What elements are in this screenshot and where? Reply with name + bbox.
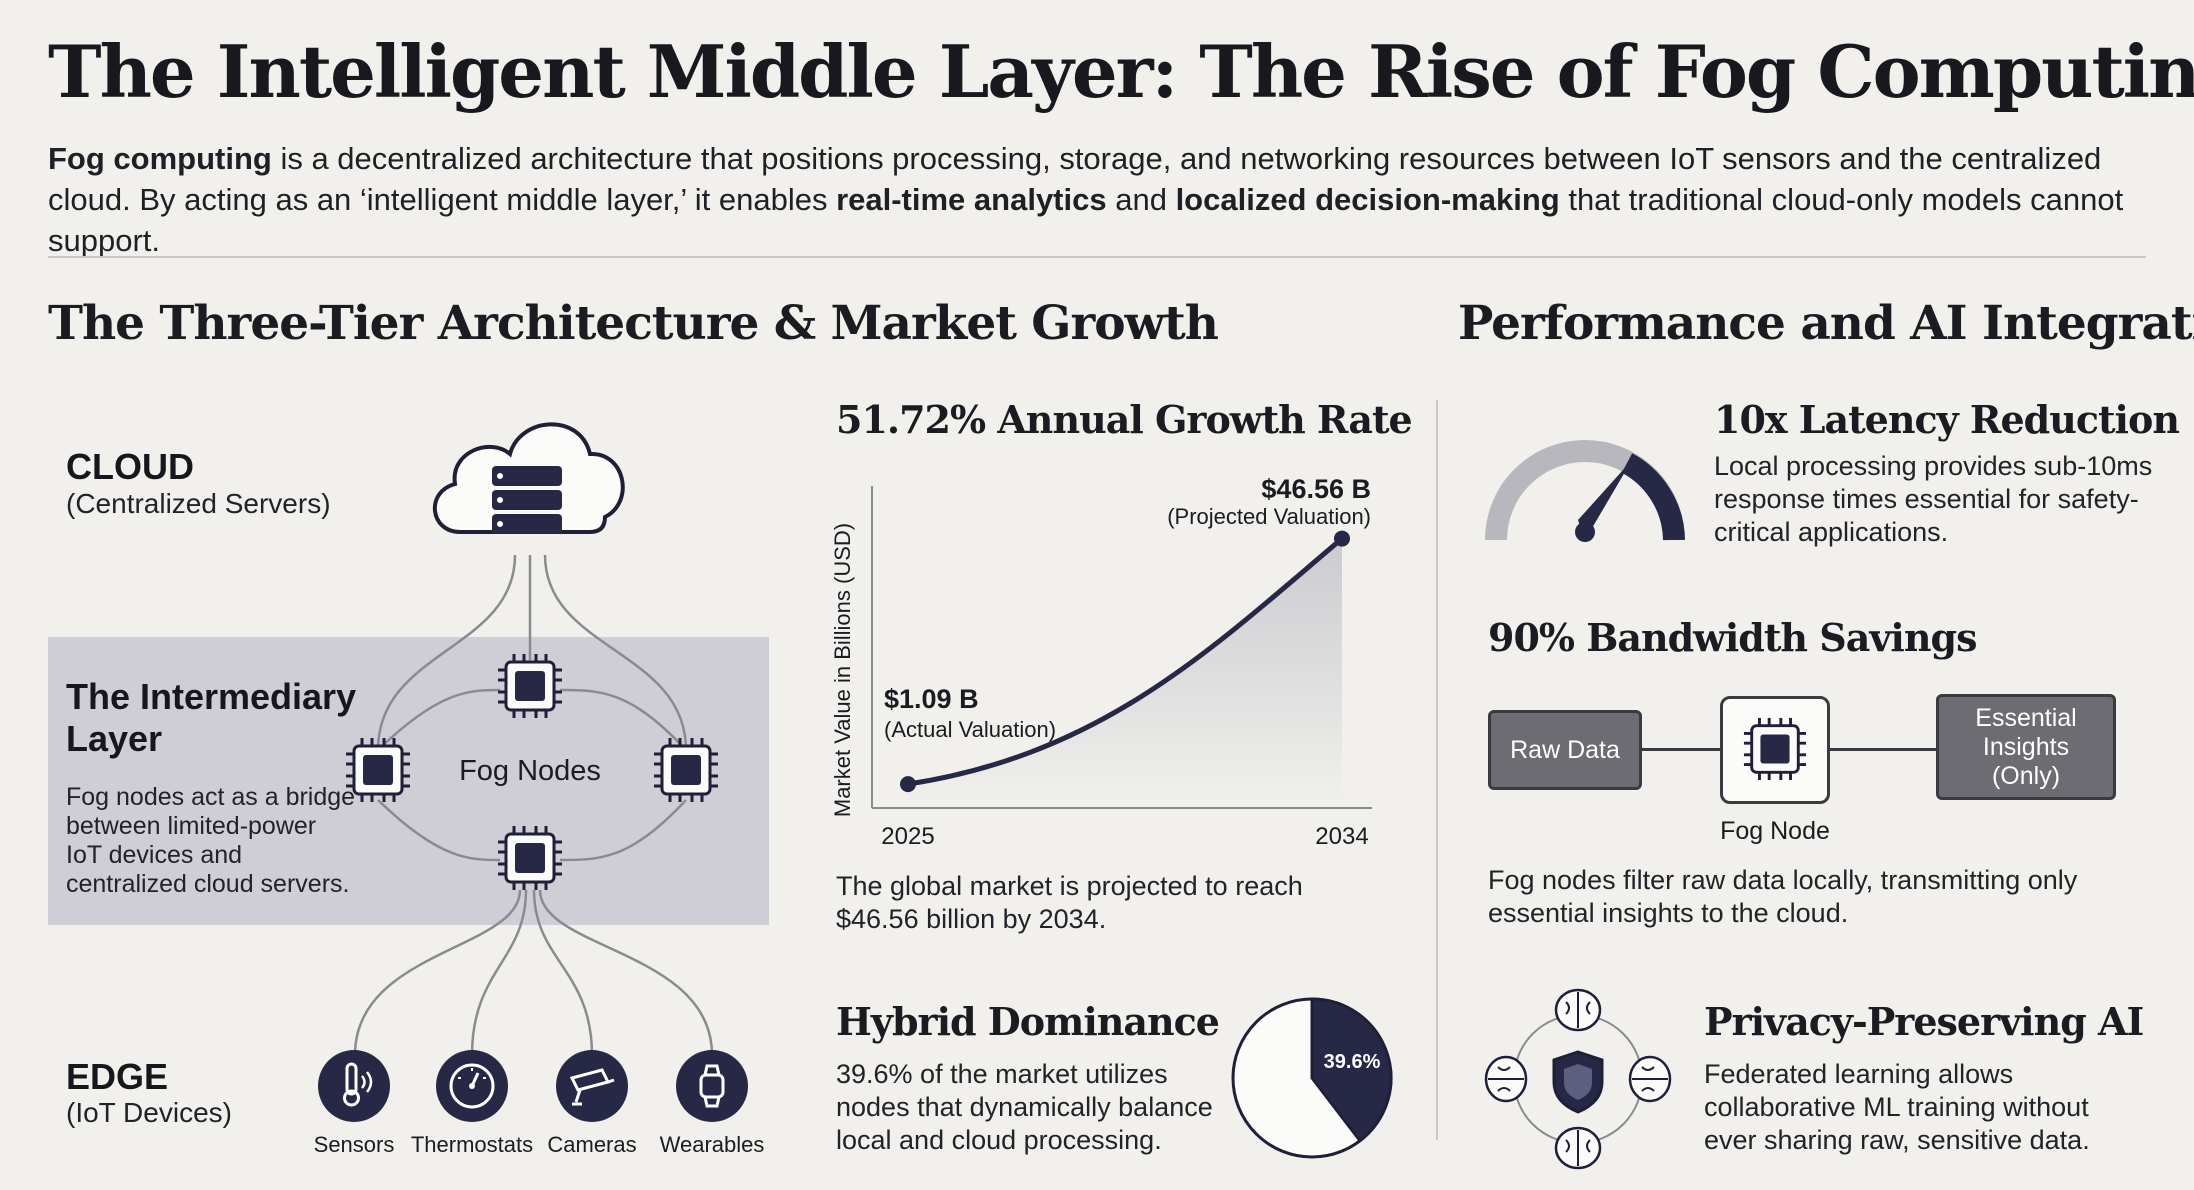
- bandwidth-heading: 90% Bandwidth Savings: [1488, 615, 1977, 660]
- intro-text-2: and: [1106, 182, 1176, 217]
- edge-sublabel: (IoT Devices): [66, 1097, 232, 1128]
- growth-line-chart: Market Value in Billions (USD) 2025 2034…: [830, 474, 1372, 850]
- intermediary-layer-label: The Intermediary Layer: [66, 676, 357, 759]
- edge-label: EDGE: [66, 1056, 169, 1097]
- hybrid-text: 39.6% of the market utilizes nodes that …: [836, 1059, 1213, 1155]
- device-label-sensors: Sensors: [313, 1132, 395, 1157]
- pie-slice-label: 39.6%: [1324, 1051, 1381, 1073]
- chart-x-tick-2034: 2034: [1315, 823, 1368, 850]
- intro-paragraph: Fog computing is a decentralized archite…: [48, 138, 2188, 261]
- pie-slice-hybrid: [1310, 997, 1393, 1143]
- chart-label-end-value: $46.56 B: [1261, 474, 1371, 504]
- section-heading-architecture: The Three-Tier Architecture & Market Gro…: [48, 296, 1219, 351]
- fog-nodes-label: Fog Nodes: [459, 755, 601, 787]
- growth-heading: 51.72% Annual Growth Rate: [836, 397, 1413, 442]
- raw-data-box: Raw Data: [1488, 710, 1642, 790]
- intro-bold-3: localized decision-making: [1175, 182, 1560, 217]
- fog-node-chip-icon: [498, 654, 562, 718]
- column-divider: [1436, 400, 1438, 1140]
- intermediary-layer-description: Fog nodes act as a bridge between limite…: [66, 783, 356, 898]
- cloud-server-icon: [432, 422, 625, 534]
- flow-connector-left: [1640, 748, 1722, 751]
- fog-node-chip-icon: [1743, 717, 1807, 781]
- intro-bold-2: real-time analytics: [836, 182, 1107, 217]
- device-label-thermostats: Thermostats: [410, 1132, 534, 1157]
- camera-icon: [556, 1050, 628, 1122]
- chart-series-line: [905, 536, 1345, 787]
- cloud-sublabel: (Centralized Servers): [66, 488, 331, 519]
- intermediary-layer-band: [48, 637, 769, 925]
- flow-connector-right: [1828, 748, 1938, 751]
- growth-caption: The global market is projected to reach …: [836, 871, 1303, 934]
- device-label-cameras: Cameras: [547, 1132, 637, 1157]
- device-label-wearables: Wearables: [659, 1132, 765, 1157]
- section-heading-performance: Performance and AI Integration: [1458, 296, 2194, 351]
- chart-label-end-note: (Projected Valuation): [1167, 504, 1371, 529]
- chart-point-2025: [900, 776, 916, 793]
- speedometer-gauge-icon: [1485, 440, 1685, 542]
- architecture-connectors: [353, 554, 714, 1056]
- chart-point-2034: [1334, 530, 1350, 547]
- intro-text-1: is a decentralized architecture that pos…: [48, 141, 2102, 217]
- chart-ylabel: Market Value in Billions (USD): [830, 523, 855, 817]
- latency-text: Local processing provides sub-10ms respo…: [1714, 451, 2153, 547]
- fog-node-chip-icon: [346, 738, 410, 802]
- bandwidth-caption: Fog nodes filter raw data locally, trans…: [1488, 865, 2078, 928]
- header-divider: [48, 256, 2146, 258]
- fog-node-chip-icon: [498, 826, 562, 890]
- intro-bold-1: Fog computing: [48, 141, 272, 176]
- latency-heading: 10x Latency Reduction: [1714, 397, 2180, 442]
- fog-node-chip-icon: [654, 738, 718, 802]
- chart-x-tick-2025: 2025: [881, 823, 934, 850]
- privacy-heading: Privacy-Preserving AI: [1704, 999, 2144, 1044]
- privacy-text: Federated learning allows collaborative …: [1704, 1059, 2090, 1155]
- cloud-label: CLOUD: [66, 446, 194, 487]
- page-title: The Intelligent Middle Layer: The Rise o…: [48, 29, 2194, 114]
- chart-label-start-value: $1.09 B: [884, 684, 979, 714]
- smartwatch-icon: [676, 1050, 748, 1122]
- essential-insights-box: Essential Insights (Only): [1936, 694, 2116, 800]
- chart-label-start-note: (Actual Valuation): [884, 717, 1056, 742]
- intro-text-3: that traditional cloud-only models canno…: [48, 182, 2124, 258]
- federated-learning-icon: [1484, 988, 1672, 1170]
- chart-area-fill: [908, 538, 1342, 806]
- hybrid-pie-chart: 39.6%: [1231, 997, 1393, 1159]
- thermometer-signal-icon: [318, 1050, 390, 1122]
- dial-icon: [436, 1050, 508, 1122]
- fog-node-label: Fog Node: [1720, 817, 1830, 845]
- hybrid-heading: Hybrid Dominance: [836, 999, 1220, 1044]
